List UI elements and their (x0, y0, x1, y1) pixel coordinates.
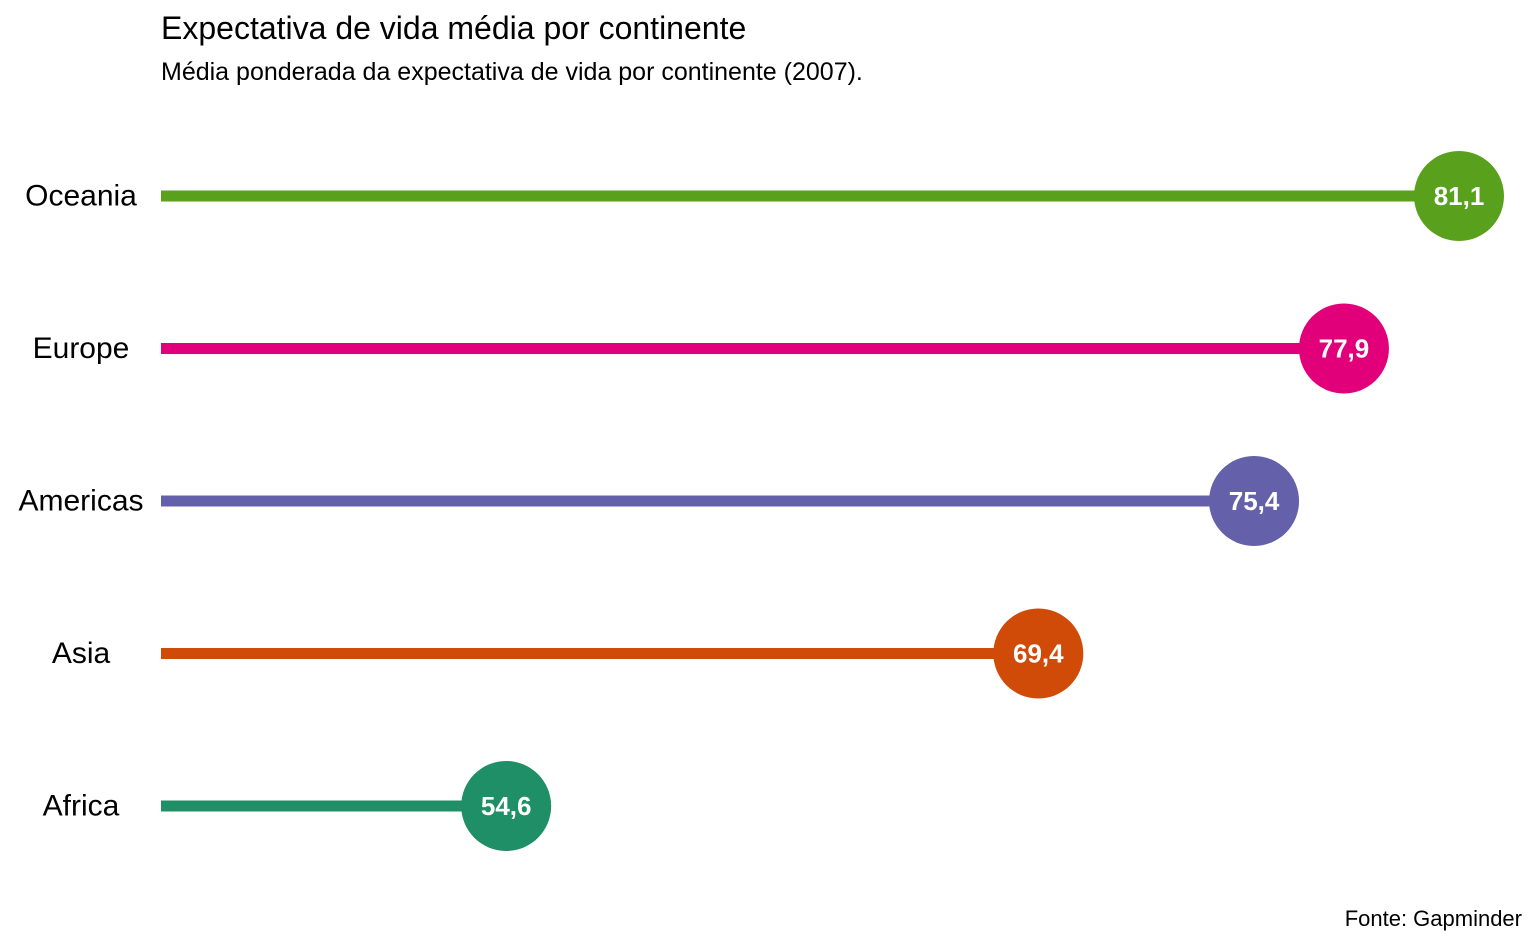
chart-subtitle: Média ponderada da expectativa de vida p… (161, 58, 863, 86)
lollipop-point-europe (1298, 303, 1389, 394)
category-label-oceania: Oceania (25, 180, 137, 213)
category-label-americas: Americas (18, 485, 143, 518)
lollipop-point-oceania (1414, 151, 1504, 241)
value-label-europe: 77,9 (1319, 334, 1370, 364)
lollipop-point-asia (993, 608, 1084, 699)
category-label-asia: Asia (52, 637, 111, 670)
value-label-oceania: 81,1 (1434, 181, 1485, 211)
value-label-africa: 54,6 (481, 791, 532, 821)
lollipop-point-americas (1209, 456, 1300, 546)
chart-title: Expectativa de vida média por continente (161, 10, 747, 46)
chart-caption: Fonte: Gapminder (1344, 906, 1522, 931)
lollipop-point-africa (461, 761, 552, 851)
category-label-europe: Europe (33, 332, 130, 365)
value-label-asia: 69,4 (1013, 639, 1064, 669)
category-label-africa: Africa (43, 790, 120, 823)
value-label-americas: 75,4 (1229, 486, 1280, 516)
